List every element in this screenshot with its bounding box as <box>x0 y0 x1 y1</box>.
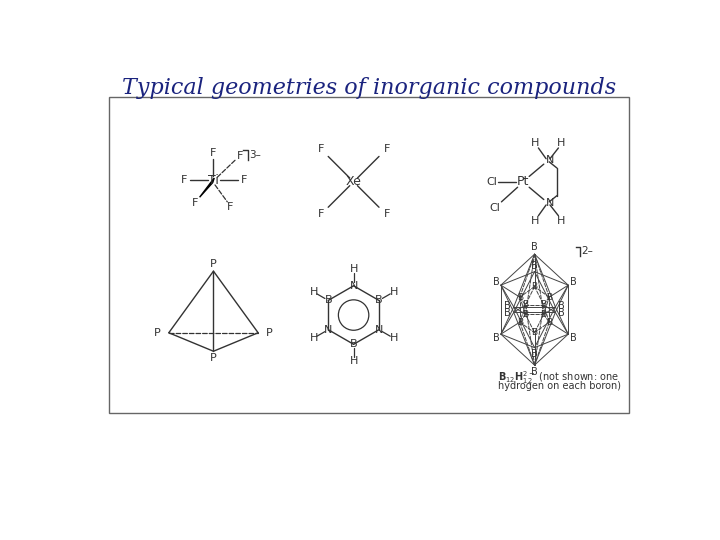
Text: F: F <box>318 209 325 219</box>
Text: F: F <box>228 202 233 212</box>
Bar <box>109 97 629 413</box>
Text: P: P <box>266 328 273 338</box>
Text: F: F <box>181 176 187 185</box>
Text: F: F <box>384 209 390 219</box>
Text: P: P <box>154 328 161 338</box>
Text: B: B <box>504 308 511 318</box>
Text: H: H <box>531 138 539 147</box>
Text: H: H <box>390 333 397 343</box>
Text: B: B <box>531 367 538 377</box>
Text: F: F <box>384 145 390 154</box>
Text: N: N <box>374 325 383 335</box>
Text: H: H <box>390 287 397 297</box>
Text: 3–: 3– <box>249 150 261 160</box>
Text: B: B <box>546 293 552 302</box>
Text: F: F <box>241 176 248 185</box>
Text: B: B <box>558 301 565 311</box>
Text: H: H <box>557 216 566 226</box>
Text: B: B <box>504 301 511 311</box>
Text: H: H <box>310 287 318 297</box>
Text: B: B <box>531 328 538 338</box>
Text: H: H <box>310 333 318 343</box>
Text: Pt: Pt <box>517 176 529 188</box>
Text: B: B <box>531 349 538 359</box>
Text: P: P <box>210 259 217 269</box>
Text: N: N <box>546 198 554 208</box>
Text: Typical geometries of inorganic compounds: Typical geometries of inorganic compound… <box>122 77 616 99</box>
Text: H: H <box>557 138 566 147</box>
Text: B: B <box>541 300 546 309</box>
Text: F: F <box>192 198 198 208</box>
Text: H: H <box>531 216 539 226</box>
Text: hydrogen on each boron): hydrogen on each boron) <box>498 381 621 391</box>
Text: F: F <box>210 148 217 158</box>
Text: 2–: 2– <box>581 246 593 256</box>
Text: B: B <box>492 276 499 287</box>
Text: B: B <box>531 242 538 252</box>
Text: $\mathbf{B}_{12}\mathbf{H}_{12}^{2-}$ (not shown: one: $\mathbf{B}_{12}\mathbf{H}_{12}^{2-}$ (n… <box>498 369 618 386</box>
Text: B: B <box>558 308 565 318</box>
Text: Cl: Cl <box>487 177 498 187</box>
Text: B: B <box>570 333 577 343</box>
Text: N: N <box>324 325 333 335</box>
Text: B: B <box>517 318 523 327</box>
Text: B: B <box>531 260 538 271</box>
Text: B: B <box>523 310 528 319</box>
Text: B: B <box>517 293 523 302</box>
Text: H: H <box>349 264 358 274</box>
Text: B: B <box>531 282 538 291</box>
Text: Xe: Xe <box>346 176 361 188</box>
Text: B: B <box>570 276 577 287</box>
Text: B: B <box>546 318 552 327</box>
Text: N: N <box>349 281 358 291</box>
Text: P: P <box>210 353 217 363</box>
Text: B: B <box>541 310 546 319</box>
Text: F: F <box>318 145 325 154</box>
Text: B: B <box>523 300 528 309</box>
Text: B: B <box>325 295 332 306</box>
Text: B: B <box>375 295 383 306</box>
Text: N: N <box>546 156 554 165</box>
Text: F: F <box>236 151 243 161</box>
Text: Ti: Ti <box>208 174 219 187</box>
Text: Cl: Cl <box>489 203 500 213</box>
Text: H: H <box>349 356 358 366</box>
Polygon shape <box>199 178 215 197</box>
Text: B: B <box>492 333 499 343</box>
Text: B: B <box>350 339 357 349</box>
